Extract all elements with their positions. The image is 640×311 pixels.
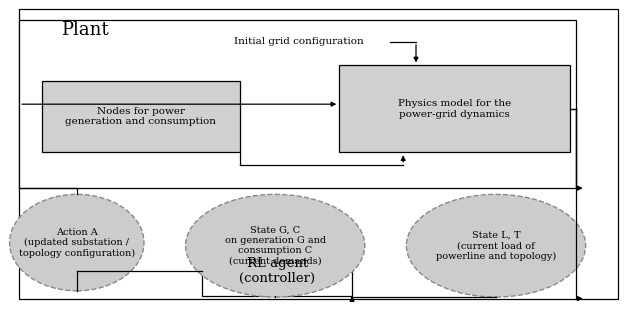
Text: State L, T
(current load of
powerline and topology): State L, T (current load of powerline an… — [436, 231, 556, 261]
Text: RL agent
(controller): RL agent (controller) — [239, 257, 315, 285]
FancyBboxPatch shape — [339, 65, 570, 152]
Text: Physics model for the
power-grid dynamics: Physics model for the power-grid dynamic… — [398, 99, 511, 118]
FancyBboxPatch shape — [19, 9, 618, 299]
FancyBboxPatch shape — [19, 20, 576, 188]
Ellipse shape — [186, 194, 365, 297]
Text: Nodes for power
generation and consumption: Nodes for power generation and consumpti… — [65, 107, 216, 126]
FancyBboxPatch shape — [42, 81, 240, 152]
Text: Plant: Plant — [61, 21, 108, 39]
Text: Initial grid configuration: Initial grid configuration — [234, 38, 364, 46]
Ellipse shape — [406, 194, 586, 297]
FancyBboxPatch shape — [202, 245, 352, 296]
Ellipse shape — [10, 194, 144, 291]
Text: State G, C
on generation G and
consumption C
(current demands): State G, C on generation G and consumpti… — [225, 225, 326, 266]
Text: Action A
(updated substation /
topology configuration): Action A (updated substation / topology … — [19, 228, 135, 258]
